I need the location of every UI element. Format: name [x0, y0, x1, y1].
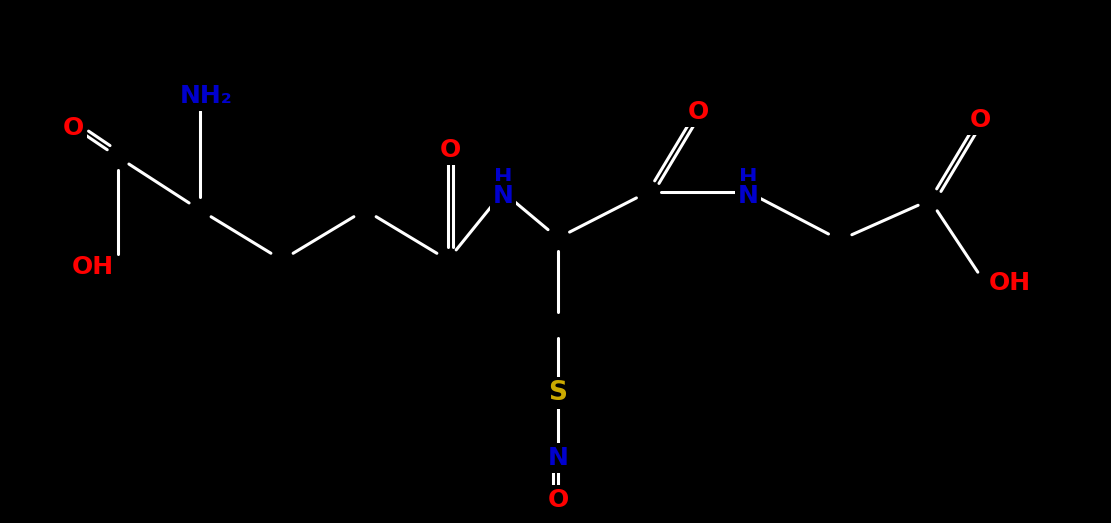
Text: O: O [548, 488, 569, 512]
Text: H: H [739, 168, 758, 188]
Text: OH: OH [989, 271, 1031, 295]
Text: NH₂: NH₂ [180, 84, 232, 108]
Text: O: O [688, 100, 709, 124]
Text: N: N [738, 184, 759, 208]
Text: O: O [439, 138, 461, 162]
Text: O: O [970, 108, 991, 132]
Text: O: O [62, 116, 83, 140]
Text: OH: OH [72, 255, 114, 279]
Text: N: N [492, 184, 513, 208]
Text: S: S [549, 380, 568, 406]
Text: N: N [548, 446, 569, 470]
Text: H: H [493, 168, 512, 188]
